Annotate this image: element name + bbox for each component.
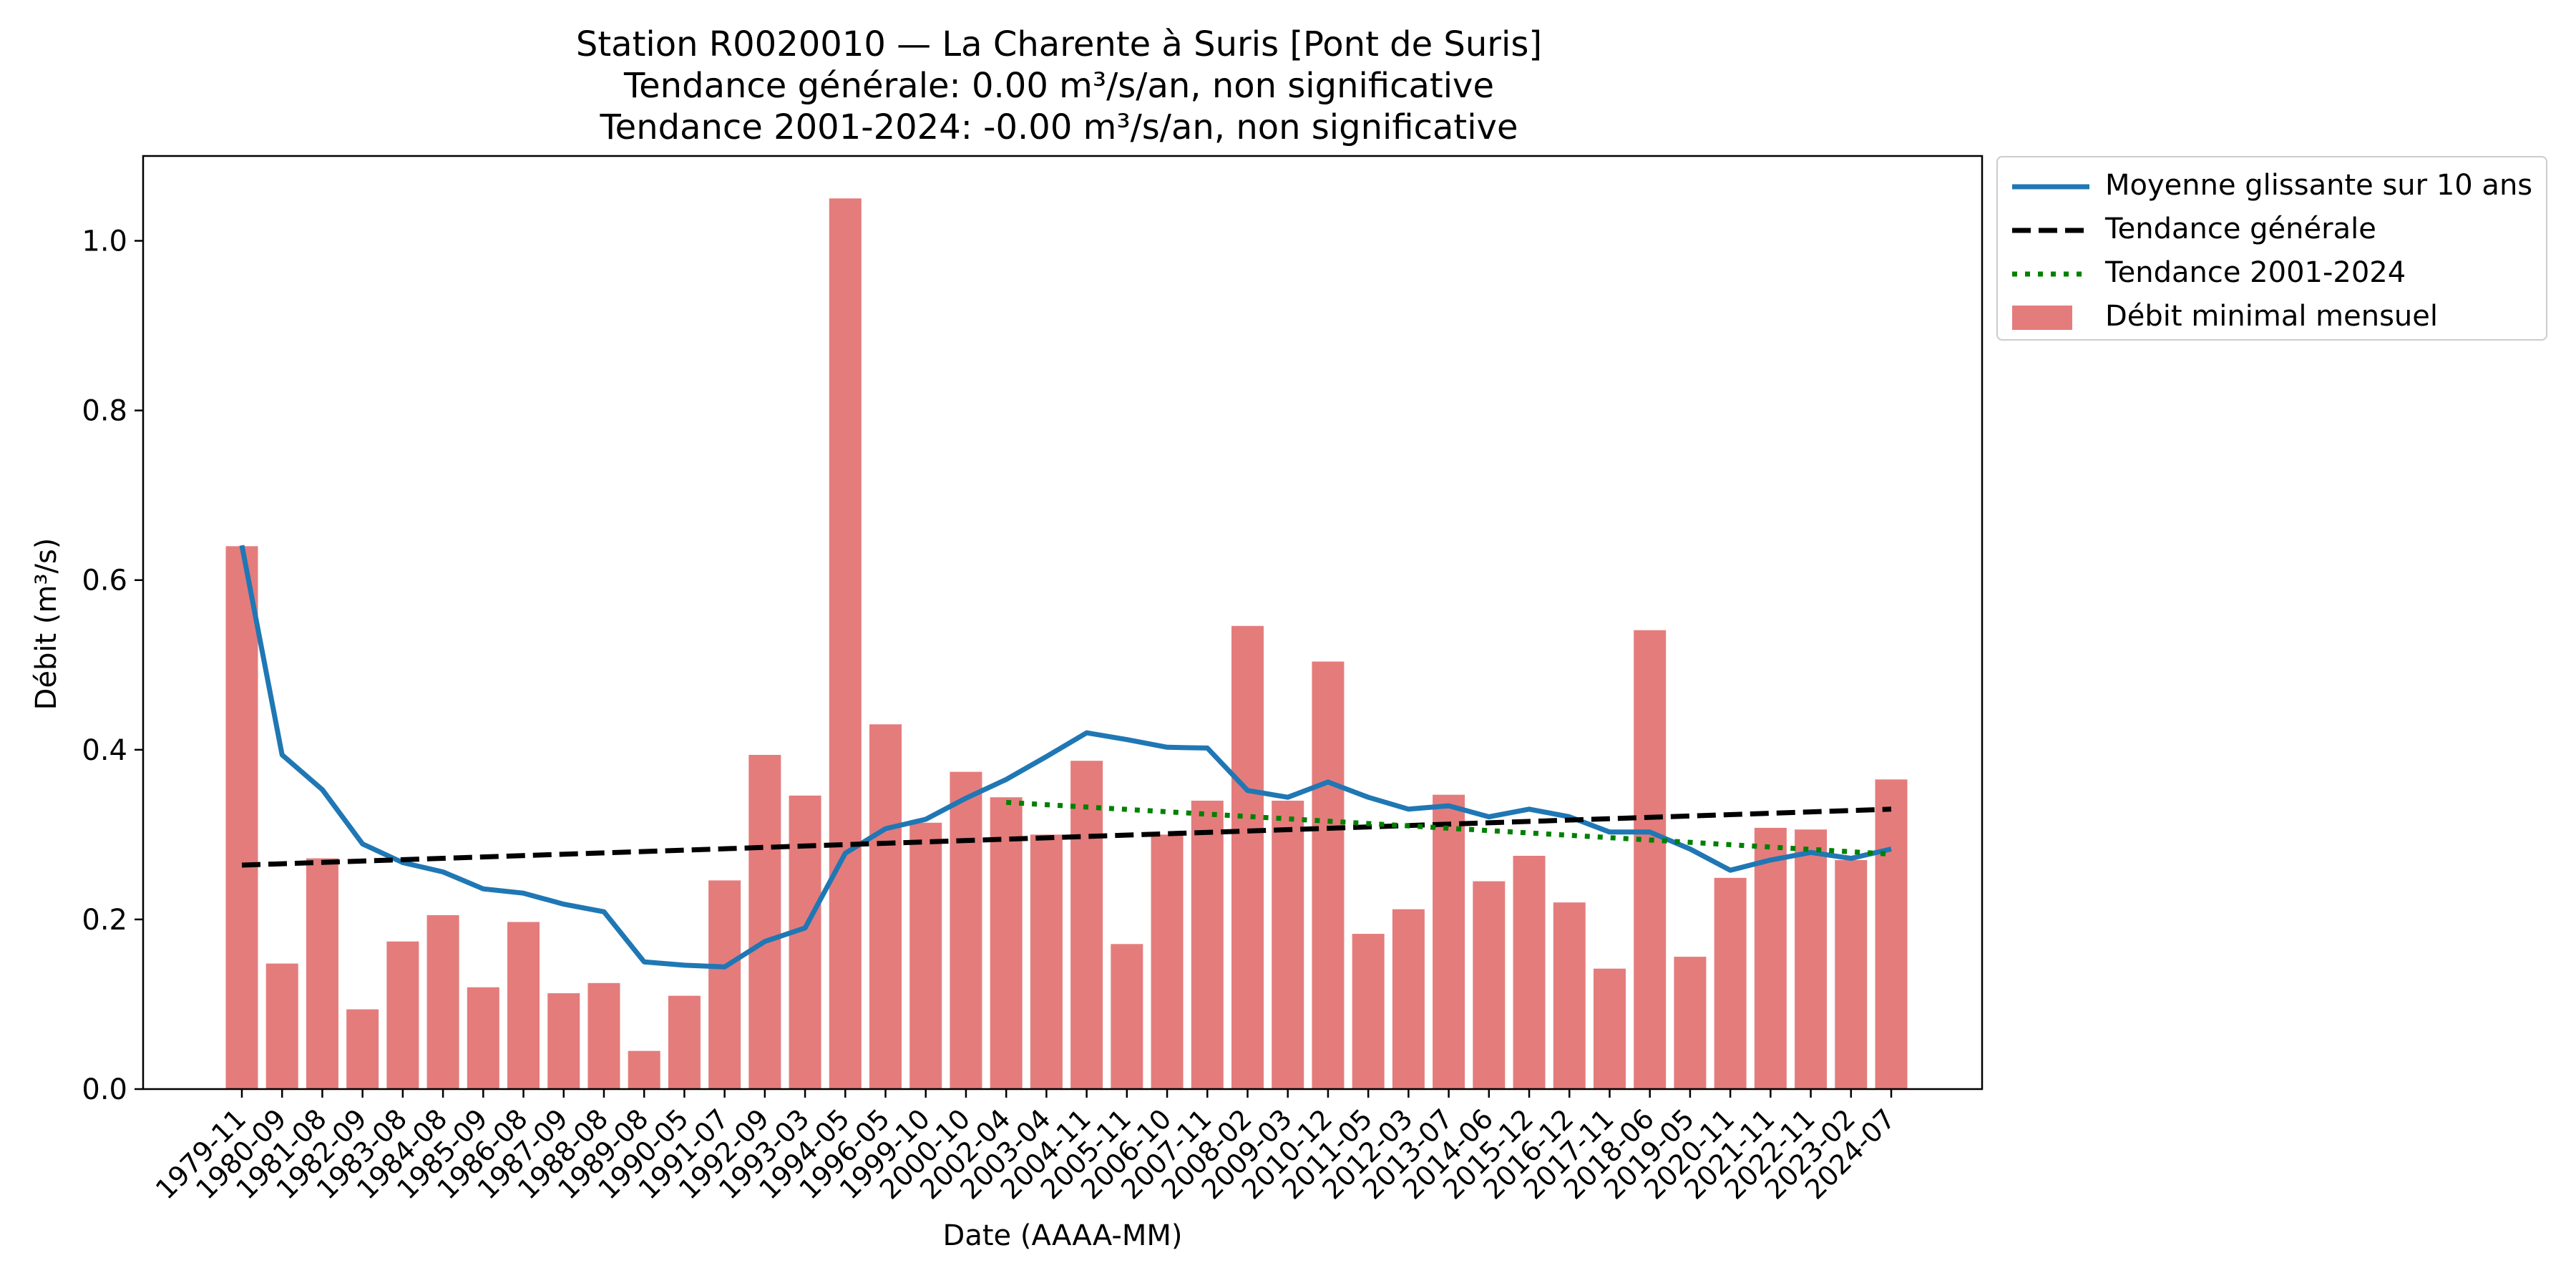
bar-2006-10	[1151, 834, 1184, 1089]
bar-2015-12	[1513, 856, 1546, 1089]
y-tick-label: 0.6	[82, 565, 127, 597]
bar-2016-12	[1553, 902, 1586, 1089]
bar-2005-11	[1111, 944, 1143, 1089]
general-trend-line	[241, 806, 1892, 868]
bar-2014-06	[1473, 881, 1506, 1089]
chart-subtitle-2: Tendance 2001-2024: -0.00 m³/s/an, non s…	[600, 107, 1518, 147]
bar-2012-03	[1392, 909, 1425, 1089]
bar-1980-09	[265, 963, 298, 1089]
bar-2018-06	[1634, 630, 1667, 1089]
bar-1987-09	[547, 993, 580, 1089]
axes-layer	[142, 155, 1984, 1091]
moving-average-line	[239, 545, 1892, 970]
bar-2003-04	[1030, 834, 1063, 1089]
legend-label: Tendance 2001-2024	[2105, 256, 2406, 289]
legend: Moyenne glissante sur 10 ans Tendance gé…	[1996, 156, 2547, 341]
trend-2001-2024-line	[1005, 799, 1892, 857]
chart-subtitle-1: Tendance générale: 0.00 m³/s/an, non sig…	[623, 66, 1494, 106]
plot-frame	[142, 155, 1984, 1091]
legend-item-monthly-min-flow: Débit minimal mensuel	[2012, 297, 2542, 338]
legend-label: Tendance générale	[2105, 213, 2376, 245]
bar-2024-07	[1875, 779, 1908, 1089]
bar-1982-09	[346, 1009, 379, 1089]
x-axis-label: Date (AAAA-MM)	[943, 1219, 1183, 1252]
legend-item-general-trend: Tendance générale	[2012, 210, 2542, 251]
bar-2010-12	[1312, 661, 1345, 1089]
bar-1994-05	[829, 198, 862, 1090]
bar-1984-08	[426, 914, 459, 1089]
bar-2009-03	[1272, 800, 1304, 1089]
bar-2022-11	[1795, 829, 1828, 1089]
bar-2008-02	[1231, 625, 1264, 1089]
y-tick-label: 0.0	[82, 1073, 127, 1106]
bar-1990-05	[668, 995, 701, 1089]
bar-2011-05	[1352, 934, 1385, 1089]
general-trend-swatch-icon	[2012, 228, 2089, 233]
y-tick-label: 0.2	[82, 904, 127, 937]
bar-1991-07	[708, 880, 741, 1089]
trend-2001-2024-swatch-icon	[2012, 271, 2089, 277]
bar-1983-08	[386, 941, 419, 1089]
y-axis-label: Débit (m³/s)	[30, 538, 63, 711]
bar-2021-11	[1754, 827, 1787, 1089]
bar-2007-11	[1191, 800, 1224, 1089]
bar-2004-11	[1070, 761, 1103, 1089]
monthly-min-flow-swatch-icon	[2012, 306, 2072, 330]
bar-1979-11	[225, 546, 258, 1089]
bar-2017-11	[1593, 968, 1626, 1089]
bar-2002-04	[990, 797, 1023, 1089]
bar-2000-10	[950, 771, 982, 1089]
bar-1992-09	[748, 754, 781, 1089]
legend-item-trend-2001-2024: Tendance 2001-2024	[2012, 253, 2542, 295]
bar-1989-08	[628, 1050, 660, 1089]
bar-1981-08	[306, 858, 338, 1089]
y-tick-label: 0.8	[82, 395, 127, 428]
x-ticks-layer: 1979-111980-091981-081982-091983-081984-…	[150, 1089, 1901, 1206]
bar-1996-05	[869, 724, 902, 1089]
bar-1988-08	[587, 982, 620, 1089]
moving-average-swatch-icon	[2012, 184, 2089, 190]
legend-item-moving-average: Moyenne glissante sur 10 ans	[2012, 166, 2542, 208]
bar-2023-02	[1835, 859, 1868, 1089]
y-tick-label: 0.4	[82, 734, 127, 767]
bar-1999-10	[909, 822, 942, 1089]
chart-title: Station R0020010 — La Charente à Suris […	[575, 24, 1543, 64]
legend-label: Moyenne glissante sur 10 ans	[2105, 169, 2533, 202]
bar-1986-08	[507, 922, 540, 1089]
bar-2013-07	[1433, 794, 1465, 1089]
bar-1985-09	[467, 987, 499, 1089]
bars-layer	[225, 198, 1908, 1090]
bar-2020-11	[1714, 877, 1747, 1089]
bar-1993-03	[789, 795, 821, 1089]
lines-layer	[239, 545, 1892, 970]
bar-2019-05	[1674, 957, 1707, 1089]
y-ticks-layer: 0.0 0.2 0.4 0.6 0.8 1.0	[82, 225, 143, 1106]
y-tick-label: 1.0	[82, 225, 127, 258]
legend-label: Débit minimal mensuel	[2105, 300, 2438, 333]
